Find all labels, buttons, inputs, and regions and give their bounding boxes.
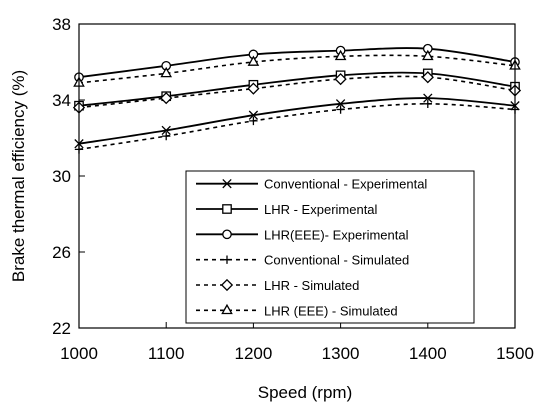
marker-triangle (221, 303, 233, 315)
marker-plus (222, 255, 232, 264)
marker-diamond (220, 278, 234, 292)
x-tick-label: 1100 (148, 344, 185, 363)
marker-plus (162, 131, 171, 141)
legend-item: LHR - Experimental (196, 202, 378, 217)
series-layer (72, 43, 522, 154)
series-line (78, 47, 516, 79)
legend-item: LHR (EEE) - Simulated (196, 303, 398, 318)
y-tick-label: 30 (52, 167, 71, 186)
series-0 (74, 93, 520, 149)
marker-triangle (247, 55, 260, 66)
legend-label: LHR - Experimental (264, 202, 378, 217)
marker-plus (336, 105, 345, 114)
legend-box (185, 170, 475, 324)
legend: Conventional - Experimental LHR - Experim… (185, 170, 475, 324)
series-line (78, 54, 516, 84)
marker-triangle (421, 49, 434, 61)
y-axis-title: Brake thermal efficiency (%) (9, 70, 28, 282)
y-tick-label: 38 (52, 15, 71, 34)
marker-x (222, 179, 232, 189)
axes-layer: 22 26 30 34 38 1000 1100 1200 1300 1400 1500 (52, 15, 534, 363)
marker-diamond (247, 82, 260, 95)
marker-plus (249, 116, 258, 126)
x-tick-label: 1300 (322, 344, 360, 363)
marker-plus (423, 99, 432, 108)
series-line (78, 102, 516, 151)
x-tick-label: 1400 (409, 344, 447, 363)
series-line (78, 75, 516, 109)
legend-item: Conventional - Simulated (196, 253, 409, 268)
y-tick-label: 26 (52, 243, 71, 262)
x-tick-label: 1200 (234, 344, 272, 363)
marker-x (161, 125, 171, 136)
y-tick-label: 34 (52, 91, 71, 110)
series-line (78, 97, 516, 145)
marker-diamond (160, 91, 173, 105)
marker-x (423, 93, 433, 103)
legend-item: LHR(EEE)- Experimental (196, 227, 409, 242)
marker-x (335, 99, 346, 109)
legend-label: Conventional - Simulated (264, 253, 409, 268)
legend-label: LHR - Simulated (264, 278, 359, 293)
x-tick-label: 1500 (496, 344, 534, 363)
y-tick-label: 22 (52, 319, 71, 338)
x-axis-title: Speed (rpm) (258, 383, 352, 402)
legend-label: Conventional - Experimental (264, 177, 427, 192)
marker-diamond (334, 72, 347, 86)
legend-item: Conventional - Experimental (196, 177, 427, 192)
legend-label: LHR(EEE)- Experimental (264, 227, 409, 242)
x-tick-label: 1000 (60, 344, 98, 363)
marker-triangle (334, 49, 347, 61)
marker-square (222, 204, 232, 214)
legend-label: LHR (EEE) - Simulated (264, 303, 398, 318)
series-3 (74, 99, 520, 154)
marker-triangle (160, 66, 173, 78)
marker-diamond (421, 71, 434, 84)
marker-circle (222, 229, 232, 240)
series-4 (72, 71, 522, 114)
marker-x (248, 110, 259, 120)
legend-item: LHR - Simulated (196, 278, 359, 293)
series-1 (74, 68, 520, 111)
series-line (78, 71, 516, 107)
